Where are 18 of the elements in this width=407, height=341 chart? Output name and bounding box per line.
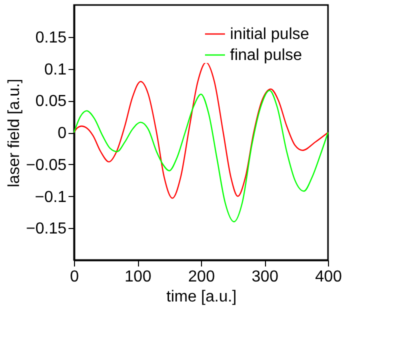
y-tick-label: 0.15 bbox=[35, 29, 67, 46]
line-series bbox=[73, 62, 329, 199]
x-tick-label: 100 bbox=[124, 268, 152, 286]
y-axis-title: laser field [a.u.] bbox=[6, 78, 24, 188]
y-tick-label: −0.1 bbox=[34, 188, 67, 206]
y-tick-label: −0.15 bbox=[26, 220, 67, 238]
x-axis-title: time [a.u.] bbox=[166, 288, 237, 306]
legend-label: initial pulse bbox=[230, 26, 310, 43]
x-tick-label: 400 bbox=[315, 268, 342, 286]
y-tick-label: −0.05 bbox=[26, 156, 67, 174]
x-tick-label: 300 bbox=[252, 268, 278, 286]
line-series bbox=[73, 90, 329, 222]
y-tick-label: 0.1 bbox=[44, 61, 67, 78]
y-tick-label: 0 bbox=[58, 125, 67, 142]
x-tick-label: 0 bbox=[70, 268, 80, 286]
x-tick-label: 200 bbox=[188, 268, 215, 286]
y-tick-label: 0.05 bbox=[35, 93, 67, 110]
legend-label: final pulse bbox=[230, 47, 302, 64]
